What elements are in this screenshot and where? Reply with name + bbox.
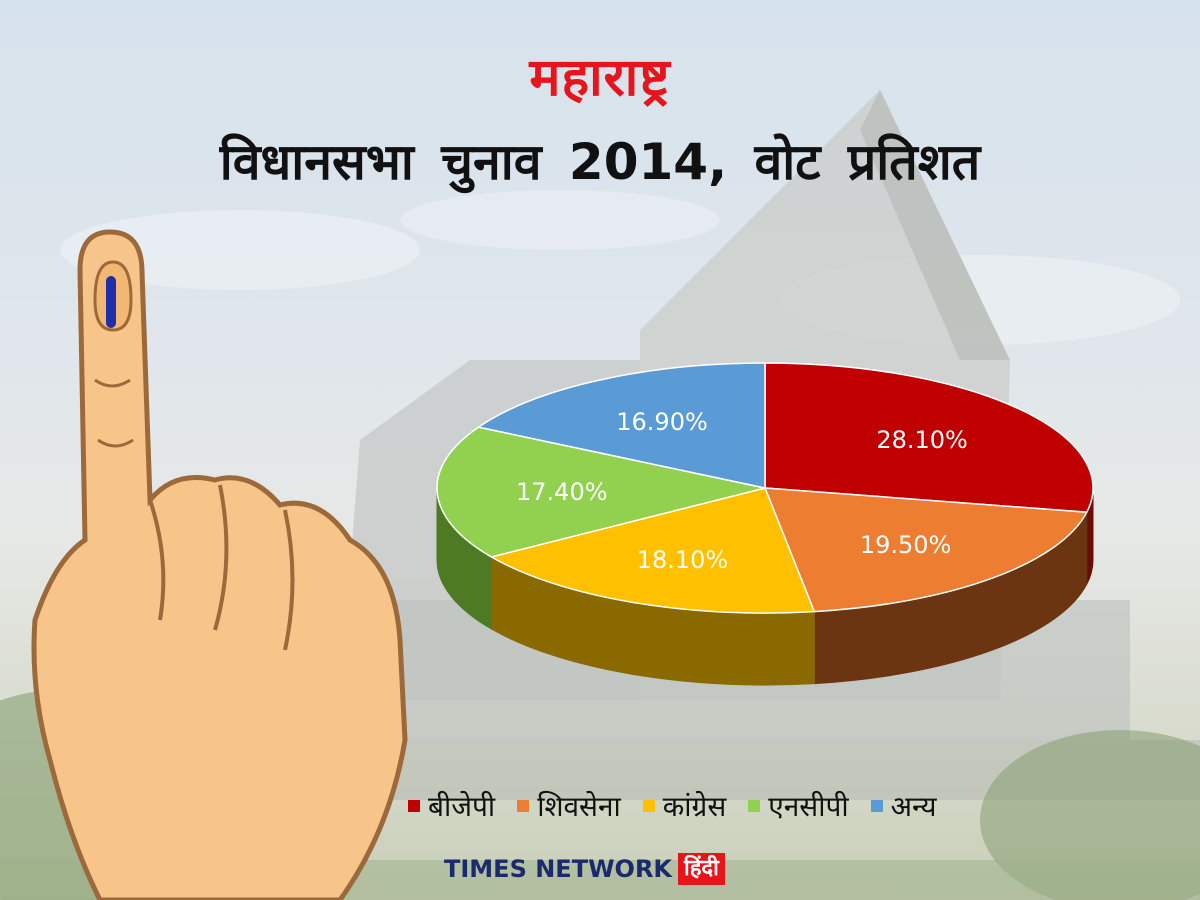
legend-item-3: एनसीपी: [748, 787, 849, 825]
legend-label: शिवसेना: [537, 790, 621, 823]
legend-item-1: शिवसेना: [517, 787, 621, 825]
page-title: महाराष्ट्र: [529, 48, 671, 108]
legend-swatch: [870, 800, 883, 812]
pie-label-1: 19.50%: [860, 531, 952, 559]
legend-label: अन्य: [890, 790, 937, 823]
legend-swatch: [642, 800, 655, 812]
chart-legend: बीजेपी शिवसेना कांग्रेस एनसीपी अन्य: [408, 786, 937, 826]
inked-finger-icon: [31, 229, 408, 900]
pie-slice-2: [489, 487, 816, 614]
brand-logo: TIMES NETWORK हिंदी: [444, 852, 725, 886]
pie-label-4: 16.90%: [616, 408, 708, 436]
brand-hindi-badge: हिंदी: [678, 853, 725, 885]
legend-swatch: [517, 800, 530, 812]
page-subtitle: विधानसभा चुनाव 2014, वोट प्रतिशत: [219, 133, 981, 191]
pie-label-3: 17.40%: [516, 478, 608, 506]
pie-label-0: 28.10%: [876, 426, 968, 454]
legend-label: कांग्रेस: [662, 790, 727, 823]
pie-label-2: 18.10%: [637, 546, 729, 574]
legend-label: एनसीपी: [768, 790, 849, 823]
legend-swatch: [748, 800, 761, 812]
legend-item-0: बीजेपी: [408, 787, 495, 825]
pie-slice-4: [476, 362, 766, 489]
pie-slice-0: [764, 362, 1094, 513]
legend-swatch: [408, 800, 420, 812]
pie-slice-3: [436, 426, 766, 558]
legend-label: बीजेपी: [428, 790, 496, 823]
pie-slice-1: [763, 487, 1088, 613]
legend-item-2: कांग्रेस: [642, 787, 727, 825]
legend-item-4: अन्य: [870, 787, 937, 825]
brand-name: TIMES NETWORK: [444, 855, 673, 883]
